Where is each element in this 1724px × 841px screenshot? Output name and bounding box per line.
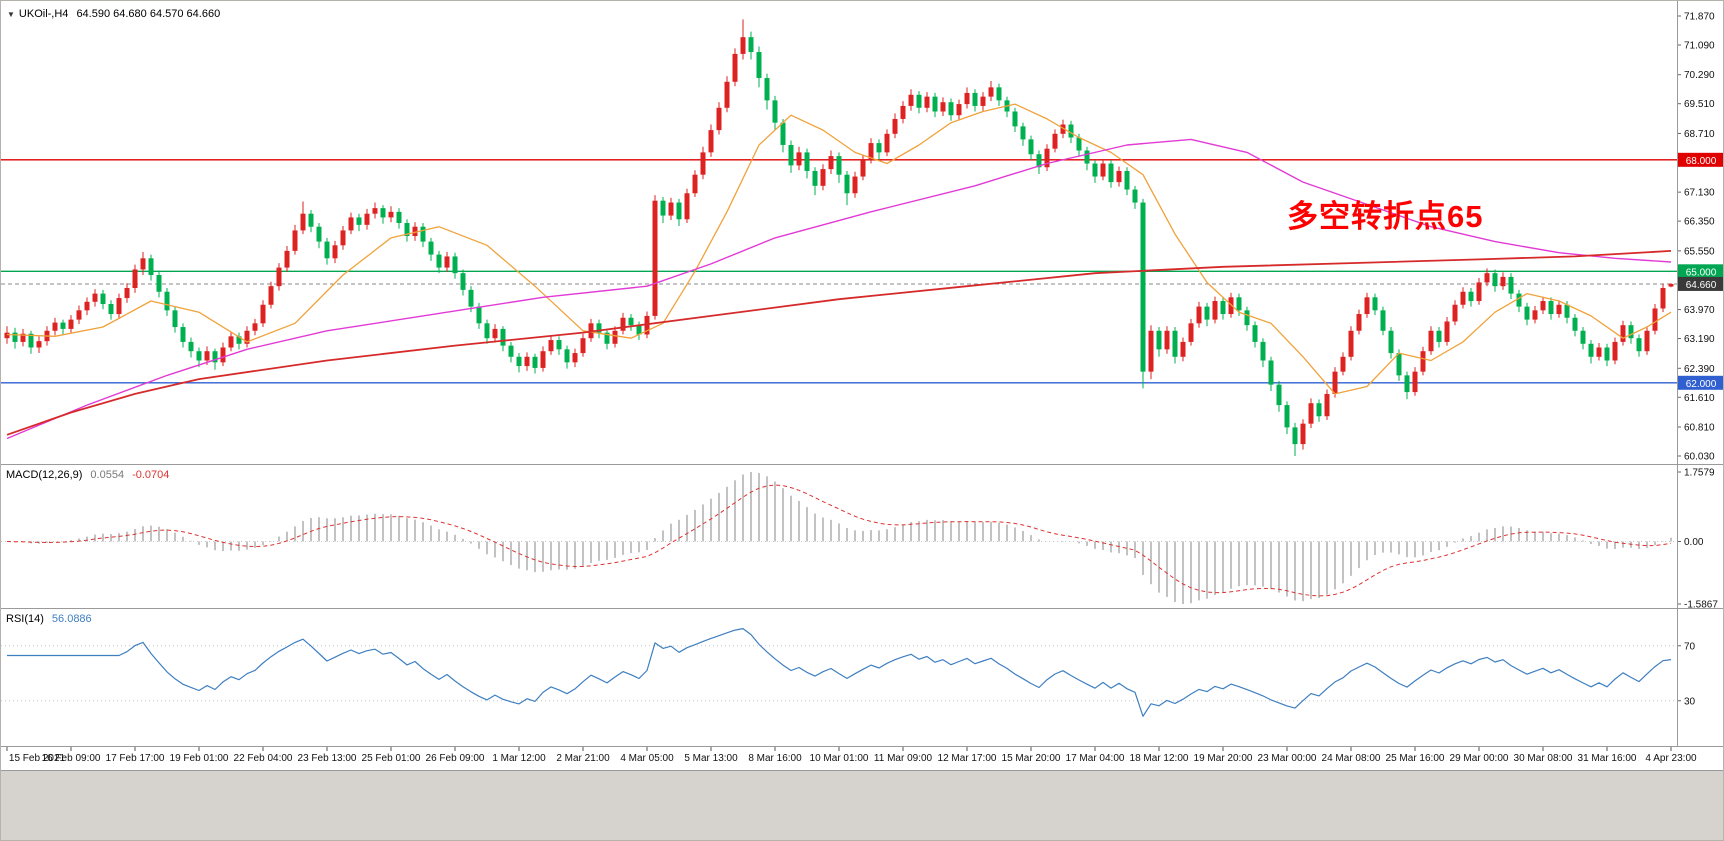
svg-text:60.810: 60.810 xyxy=(1684,423,1715,434)
svg-text:69.510: 69.510 xyxy=(1684,99,1715,110)
macd-signal-value: -0.0704 xyxy=(132,469,170,481)
symbol-timeframe-label: UKOil-,H4 xyxy=(18,8,69,20)
svg-text:63.970: 63.970 xyxy=(1684,305,1715,316)
price-axis[interactable]: 71.87071.09070.29069.51068.71067.93067.1… xyxy=(1677,12,1724,708)
svg-text:15 Feb 2021: 15 Feb 2021 xyxy=(9,753,66,764)
svg-text:68.000: 68.000 xyxy=(1686,156,1717,167)
macd-indicator-label: MACD(12,26,9) 0.0554 -0.0704 xyxy=(6,469,169,481)
price-chart-canvas[interactable]: 71.87071.09070.29069.51068.71067.93067.1… xyxy=(1,1,1724,770)
svg-text:10 Mar 01:00: 10 Mar 01:00 xyxy=(810,753,869,764)
annotation-text[interactable]: 多空转折点65 xyxy=(1287,199,1484,234)
svg-text:63.190: 63.190 xyxy=(1684,334,1715,345)
ma-fast-line xyxy=(6,103,1672,395)
svg-text:70: 70 xyxy=(1684,641,1696,652)
indicator-panels[interactable] xyxy=(1,472,1677,717)
macd-signal-line xyxy=(6,484,1672,597)
window-bottom-area xyxy=(1,770,1723,840)
rsi-line xyxy=(7,627,1672,717)
macd-name: MACD(12,26,9) xyxy=(6,469,83,481)
ma-mid-line xyxy=(6,138,1672,440)
svg-text:68.710: 68.710 xyxy=(1684,129,1715,140)
svg-text:8 Mar 16:00: 8 Mar 16:00 xyxy=(748,753,802,764)
collapse-arrow-icon[interactable]: ▼ xyxy=(7,10,15,19)
svg-text:70.290: 70.290 xyxy=(1684,70,1715,81)
svg-text:66.350: 66.350 xyxy=(1684,217,1715,228)
svg-text:16 Feb 09:00: 16 Feb 09:00 xyxy=(42,753,101,764)
ohlc-values: 64.590 64.680 64.570 64.660 xyxy=(76,8,221,20)
macd-main-value: 0.0554 xyxy=(90,469,125,481)
svg-text:1 Mar 12:00: 1 Mar 12:00 xyxy=(492,753,546,764)
svg-text:12 Mar 17:00: 12 Mar 17:00 xyxy=(938,753,997,764)
svg-text:22 Feb 04:00: 22 Feb 04:00 xyxy=(234,753,293,764)
svg-text:17 Mar 04:00: 17 Mar 04:00 xyxy=(1066,753,1125,764)
svg-text:30 Mar 08:00: 30 Mar 08:00 xyxy=(1514,753,1573,764)
svg-text:60.030: 60.030 xyxy=(1684,452,1715,463)
rsi-name: RSI(14) xyxy=(6,613,44,625)
svg-text:71.870: 71.870 xyxy=(1684,12,1715,23)
svg-text:71.090: 71.090 xyxy=(1684,40,1715,51)
svg-text:65.000: 65.000 xyxy=(1686,267,1717,278)
svg-text:25 Feb 01:00: 25 Feb 01:00 xyxy=(362,753,421,764)
svg-text:67.130: 67.130 xyxy=(1684,188,1715,199)
svg-text:23 Mar 00:00: 23 Mar 00:00 xyxy=(1258,753,1317,764)
svg-text:25 Mar 16:00: 25 Mar 16:00 xyxy=(1386,753,1445,764)
svg-text:15 Mar 20:00: 15 Mar 20:00 xyxy=(1002,753,1061,764)
svg-text:65.550: 65.550 xyxy=(1684,246,1715,257)
svg-text:17 Feb 17:00: 17 Feb 17:00 xyxy=(106,753,165,764)
svg-text:62.000: 62.000 xyxy=(1686,379,1717,390)
svg-text:24 Mar 08:00: 24 Mar 08:00 xyxy=(1322,753,1381,764)
svg-text:30: 30 xyxy=(1684,696,1696,707)
svg-text:-1.5867: -1.5867 xyxy=(1684,600,1718,611)
svg-text:31 Mar 16:00: 31 Mar 16:00 xyxy=(1578,753,1637,764)
svg-text:5 Mar 13:00: 5 Mar 13:00 xyxy=(684,753,738,764)
svg-text:2 Mar 21:00: 2 Mar 21:00 xyxy=(556,753,610,764)
moving-average-lines xyxy=(6,103,1672,440)
candlesticks[interactable] xyxy=(4,19,1674,456)
svg-text:61.610: 61.610 xyxy=(1684,393,1715,404)
svg-text:18 Mar 12:00: 18 Mar 12:00 xyxy=(1130,753,1189,764)
chart-header: ▼ UKOil-,H4 64.590 64.680 64.570 64.660 xyxy=(7,8,220,20)
rsi-value: 56.0886 xyxy=(51,613,92,625)
svg-text:19 Feb 01:00: 19 Feb 01:00 xyxy=(170,753,229,764)
svg-text:23 Feb 13:00: 23 Feb 13:00 xyxy=(298,753,357,764)
svg-text:4 Apr 23:00: 4 Apr 23:00 xyxy=(1645,753,1697,764)
svg-text:0.00: 0.00 xyxy=(1684,537,1704,548)
ma-slow-line xyxy=(6,250,1672,436)
svg-text:64.660: 64.660 xyxy=(1686,280,1717,291)
svg-text:4 Mar 05:00: 4 Mar 05:00 xyxy=(620,753,674,764)
svg-text:1.7579: 1.7579 xyxy=(1684,468,1715,479)
svg-text:26 Feb 09:00: 26 Feb 09:00 xyxy=(426,753,485,764)
svg-text:29 Mar 00:00: 29 Mar 00:00 xyxy=(1450,753,1509,764)
svg-text:19 Mar 20:00: 19 Mar 20:00 xyxy=(1194,753,1253,764)
svg-text:11 Mar 09:00: 11 Mar 09:00 xyxy=(874,753,933,764)
rsi-indicator-label: RSI(14) 56.0886 xyxy=(6,613,92,625)
svg-text:62.390: 62.390 xyxy=(1684,364,1715,375)
